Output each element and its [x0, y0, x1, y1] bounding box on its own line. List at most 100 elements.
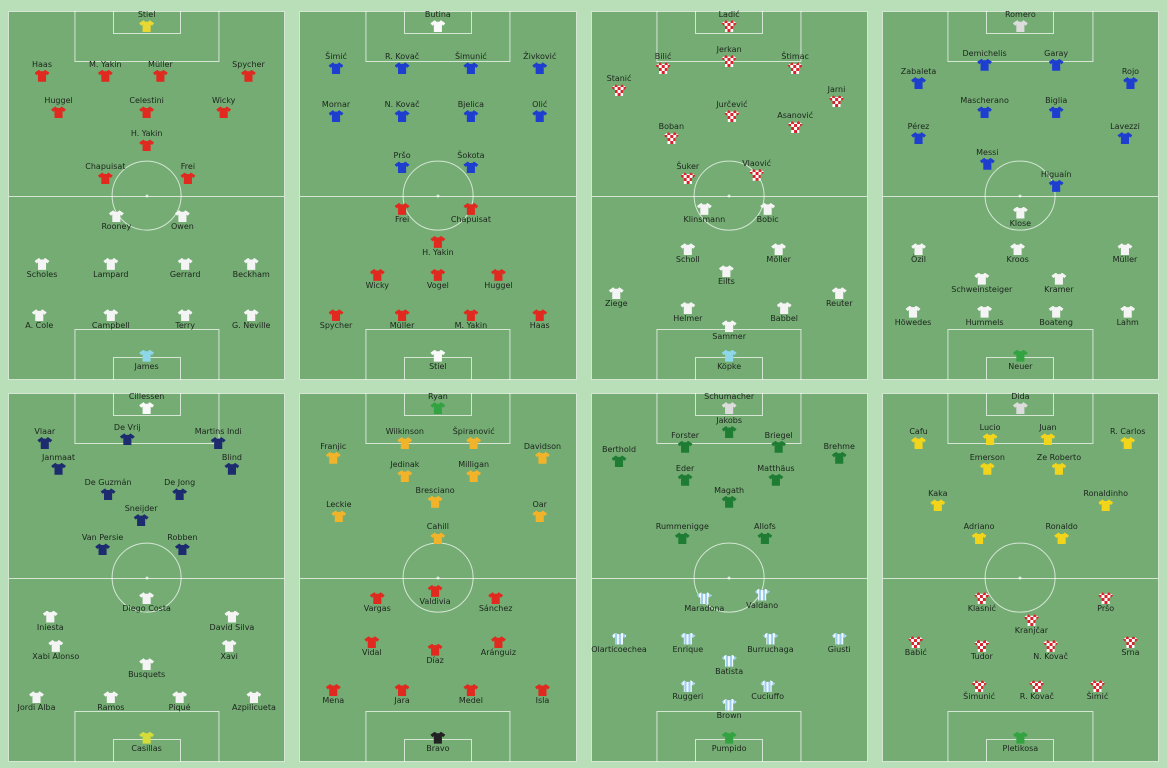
player-name: Eder — [675, 463, 695, 473]
player-brehme: Brehme — [824, 442, 855, 464]
pitch-australia-vs-chile: Ryan Wilkinson Špiranović Franjic Davidson Je… — [299, 393, 577, 762]
player-name: Stiel — [429, 361, 447, 371]
jersey-icon — [721, 698, 737, 711]
jersey-icon — [724, 110, 740, 123]
player-name: Robben — [167, 533, 198, 543]
jersey-icon — [224, 462, 240, 475]
player-eder: Eder — [676, 464, 694, 486]
player-name: Xabi Alonso — [32, 651, 80, 661]
jersey-icon — [754, 588, 770, 601]
player-name: Jurčević — [716, 100, 748, 110]
jersey-icon — [1120, 305, 1136, 318]
player-name: Scholl — [675, 255, 700, 265]
player-boban: Boban — [659, 122, 684, 145]
player-zil: Özil — [911, 243, 927, 265]
jersey-icon — [466, 470, 482, 483]
player-lucio: Lucio — [979, 423, 1001, 446]
player-n-kova: N. Kovač — [1033, 639, 1068, 662]
player-name: Helmer — [673, 313, 703, 323]
jersey-icon — [430, 268, 446, 281]
player-neuer: Neuer — [1008, 349, 1032, 372]
jersey-icon — [221, 639, 237, 652]
player-name: Jakobs — [716, 416, 742, 426]
players-layer: Dida Cafu Lucio Juan R. Carlos Emerson Ze Robe… — [883, 393, 1158, 761]
jersey-icon — [721, 654, 737, 667]
player-h-wedes: Höwedes — [895, 305, 931, 328]
player-name: Lampard — [93, 269, 129, 279]
player-name: Wicky — [211, 96, 236, 106]
jersey-icon — [490, 268, 506, 281]
jersey-icon — [430, 402, 446, 415]
player-name: Iniesta — [36, 622, 64, 632]
jersey-icon — [1089, 680, 1105, 693]
player-mascherano: Mascherano — [960, 96, 1009, 119]
player-m-ller: Müller — [148, 60, 173, 82]
jersey-icon — [977, 106, 993, 119]
player-name: Pletikosa — [1002, 743, 1039, 753]
player-name: Vlaar — [34, 427, 56, 437]
player-name: Cuciuffo — [751, 692, 785, 702]
jersey-icon — [718, 265, 734, 278]
jersey-icon — [397, 437, 413, 450]
player-stiel: Stiel — [429, 349, 447, 372]
player-haas: Haas — [32, 60, 52, 82]
player-xabi-alonso: Xabi Alonso — [32, 639, 80, 662]
jersey-icon — [463, 309, 479, 322]
player-name: Špiranović — [452, 427, 495, 437]
player-matth-us: Matthäus — [757, 464, 795, 486]
jersey-icon — [394, 110, 410, 123]
player-m-yakin: M. Yakin — [89, 60, 122, 82]
jersey-icon — [911, 243, 927, 256]
player-name: Garay — [1044, 48, 1069, 58]
player-babbel: Babbel — [770, 301, 799, 324]
player-name: Piqué — [168, 703, 191, 713]
player-name: Mascherano — [960, 96, 1009, 106]
jersey-icon — [532, 62, 548, 75]
player-name: Babbel — [770, 313, 799, 323]
jersey-icon — [51, 106, 67, 119]
jersey-icon — [721, 20, 737, 33]
jersey-icon — [696, 592, 712, 605]
player-name: Huggel — [484, 280, 513, 290]
jersey-icon — [463, 110, 479, 123]
jersey-icon — [1117, 243, 1133, 256]
jersey-icon — [534, 451, 550, 464]
player-kranj-ar: Kranjčar — [1015, 614, 1048, 636]
player-ar-nguiz: Aránguiz — [481, 636, 516, 658]
player-de-jong: De Jong — [164, 478, 195, 501]
player-ze-roberto: Ze Roberto — [1037, 453, 1081, 475]
player-huggel: Huggel — [44, 96, 73, 119]
player-name: Lucio — [979, 423, 1001, 433]
player-name: Ronaldinho — [1083, 489, 1128, 499]
player-berthold: Berthold — [602, 445, 636, 468]
player-name: Romero — [1004, 10, 1036, 20]
jersey-icon — [119, 433, 135, 446]
jersey-icon — [977, 58, 993, 71]
player-rummenigge: Rummenigge — [656, 522, 709, 545]
player-name: Ramos — [97, 703, 125, 713]
player-james: James — [135, 349, 159, 372]
player-name: Owen — [170, 222, 194, 232]
player-name: Juan — [1039, 423, 1057, 433]
jersey-icon — [177, 309, 193, 322]
player-name: Janmaat — [41, 452, 76, 462]
player-name: Stanić — [606, 74, 632, 84]
jersey-icon — [1051, 272, 1067, 285]
player-adriano: Adriano — [964, 522, 994, 545]
jersey-icon — [611, 84, 627, 97]
jersey-icon — [325, 683, 341, 696]
jersey-icon — [971, 532, 987, 545]
player-klose: Klose — [1010, 206, 1031, 229]
jersey-icon — [427, 584, 443, 597]
jersey-icon — [1048, 106, 1064, 119]
jersey-icon — [152, 69, 168, 82]
player-jarni: Jarni — [828, 85, 845, 108]
player-name: H. Yakin — [422, 247, 454, 257]
player-de-guzm-n: De Guzmán — [85, 478, 132, 501]
player-valdivia: Valdivia — [420, 584, 451, 607]
player-name: Boateng — [1039, 317, 1073, 327]
player-gerrard: Gerrard — [170, 257, 201, 280]
player-giusti: Giusti — [828, 632, 851, 655]
jersey-icon — [1098, 499, 1114, 512]
player-g-neville: G. Neville — [232, 309, 270, 331]
